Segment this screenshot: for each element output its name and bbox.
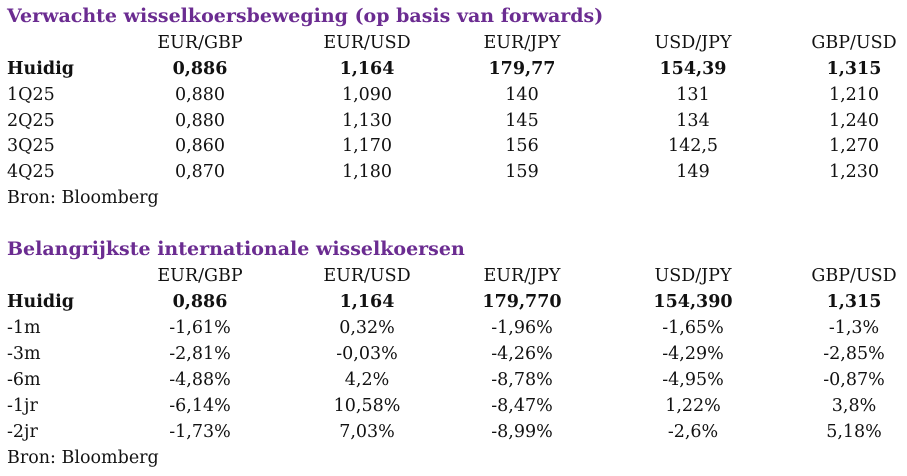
rates-header-gbp-usd: GBP/USD [811,266,897,286]
cell-eur-usd: 7,03% [339,422,395,442]
cell-eur-jpy: 179,770 [482,292,562,312]
cell-eur-jpy: -8,99% [491,422,553,442]
cell-gbp-usd: 3,8% [831,396,877,416]
cell-gbp-usd: 1,230 [828,162,880,182]
row-label: -6m [7,370,41,390]
forwards-header-usd-jpy: USD/JPY [654,33,732,53]
row-label: 4Q25 [7,162,55,182]
rates-row-huidig: Huidig 0,886 1,164 179,770 154,390 1,315 [0,289,907,315]
cell-eur-usd: 10,58% [333,396,401,416]
row-label: 2Q25 [7,111,55,131]
cell-eur-gbp: 0,870 [174,162,226,182]
cell-eur-jpy: 145 [505,111,539,131]
forwards-row-1q25: 1Q25 0,880 1,090 140 131 1,210 [0,82,907,108]
cell-eur-gbp: -1,61% [169,318,231,338]
cell-gbp-usd: -2,85% [823,344,885,364]
cell-eur-gbp: -6,14% [169,396,231,416]
cell-eur-usd: -0,03% [336,344,398,364]
row-label: -2jr [7,422,38,442]
rates-header-row: EUR/GBP EUR/USD EUR/JPY USD/JPY GBP/USD [0,263,907,289]
cell-gbp-usd: 5,18% [826,422,882,442]
cell-eur-gbp: 0,886 [172,292,228,312]
rates-source: Bron: Bloomberg [7,448,159,468]
cell-gbp-usd: 1,315 [826,292,882,312]
rates-header-eur-jpy: EUR/JPY [483,266,561,286]
row-label: -1m [7,318,41,338]
forwards-header-eur-gbp: EUR/GBP [157,33,243,53]
cell-eur-gbp: 0,880 [174,85,226,105]
rates-header-eur-gbp: EUR/GBP [157,266,243,286]
forwards-title: Verwachte wisselkoersbeweging (op basis … [7,5,604,27]
rates-row-6m: -6m -4,88% 4,2% -8,78% -4,95% -0,87% [0,367,907,393]
cell-usd-jpy: -1,65% [662,318,724,338]
rates-row-1m: -1m -1,61% 0,32% -1,96% -1,65% -1,3% [0,315,907,341]
forwards-header-gbp-usd: GBP/USD [811,33,897,53]
rates-row-3m: -3m -2,81% -0,03% -4,26% -4,29% -2,85% [0,341,907,367]
cell-eur-jpy: 159 [505,162,539,182]
cell-eur-usd: 1,164 [339,59,395,79]
rates-header-usd-jpy: USD/JPY [654,266,732,286]
cell-usd-jpy: 1,22% [665,396,721,416]
cell-eur-jpy: 140 [505,85,539,105]
cell-usd-jpy: 142,5 [667,136,719,156]
cell-eur-jpy: 156 [505,136,539,156]
cell-eur-usd: 1,090 [341,85,393,105]
cell-eur-jpy: 179,77 [488,59,556,79]
cell-eur-usd: 1,164 [339,292,395,312]
forwards-row-2q25: 2Q25 0,880 1,130 145 134 1,240 [0,108,907,134]
row-label: -1jr [7,396,38,416]
cell-eur-usd: 1,180 [341,162,393,182]
cell-gbp-usd: -1,3% [828,318,880,338]
cell-eur-usd: 1,130 [341,111,393,131]
cell-gbp-usd: -0,87% [823,370,885,390]
row-label: 1Q25 [7,85,55,105]
cell-usd-jpy: 131 [676,85,710,105]
cell-usd-jpy: -4,29% [662,344,724,364]
rates-row-1jr: -1jr -6,14% 10,58% -8,47% 1,22% 3,8% [0,393,907,419]
cell-eur-gbp: -2,81% [169,344,231,364]
cell-eur-gbp: -1,73% [169,422,231,442]
row-label: Huidig [7,59,75,79]
cell-eur-gbp: -4,88% [169,370,231,390]
rates-header-eur-usd: EUR/USD [323,266,411,286]
forwards-row-4q25: 4Q25 0,870 1,180 159 149 1,230 [0,159,907,185]
forwards-source: Bron: Bloomberg [7,188,159,208]
cell-usd-jpy: -2,6% [667,422,719,442]
cell-eur-gbp: 0,886 [172,59,228,79]
cell-eur-usd: 4,2% [344,370,390,390]
cell-usd-jpy: 149 [676,162,710,182]
rates-title: Belangrijkste internationale wisselkoers… [7,238,465,260]
row-label: 3Q25 [7,136,55,156]
forwards-header-row: EUR/GBP EUR/USD EUR/JPY USD/JPY GBP/USD [0,30,907,56]
cell-usd-jpy: 154,390 [653,292,733,312]
cell-gbp-usd: 1,270 [828,136,880,156]
cell-gbp-usd: 1,315 [826,59,882,79]
cell-usd-jpy: 154,39 [659,59,727,79]
cell-gbp-usd: 1,240 [828,111,880,131]
cell-usd-jpy: 134 [676,111,710,131]
cell-eur-jpy: -4,26% [491,344,553,364]
cell-eur-usd: 1,170 [341,136,393,156]
forwards-header-eur-jpy: EUR/JPY [483,33,561,53]
cell-eur-jpy: -8,78% [491,370,553,390]
cell-eur-jpy: -1,96% [491,318,553,338]
cell-eur-gbp: 0,860 [174,136,226,156]
cell-eur-jpy: -8,47% [491,396,553,416]
rates-row-2jr: -2jr -1,73% 7,03% -8,99% -2,6% 5,18% [0,419,907,445]
cell-usd-jpy: -4,95% [662,370,724,390]
cell-eur-gbp: 0,880 [174,111,226,131]
cell-gbp-usd: 1,210 [828,85,880,105]
cell-eur-usd: 0,32% [339,318,395,338]
forwards-row-huidig: Huidig 0,886 1,164 179,77 154,39 1,315 [0,56,907,82]
row-label: Huidig [7,292,75,312]
row-label: -3m [7,344,41,364]
forwards-row-3q25: 3Q25 0,860 1,170 156 142,5 1,270 [0,133,907,159]
forwards-header-eur-usd: EUR/USD [323,33,411,53]
